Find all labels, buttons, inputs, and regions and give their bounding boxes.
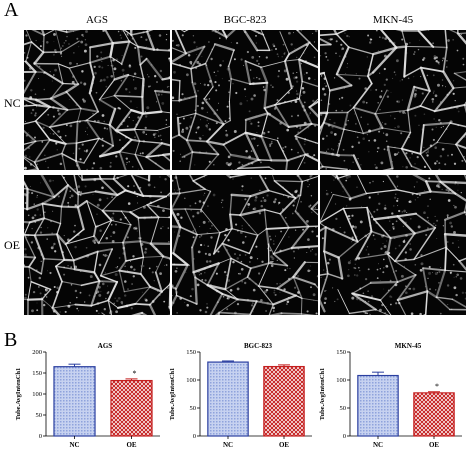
x-tick-label: OE xyxy=(126,441,136,449)
significance-marker: * xyxy=(133,369,137,378)
y-tick-label: 0 xyxy=(193,433,196,440)
micrograph-bgc-823-nc xyxy=(172,30,318,170)
y-tick-label: 100 xyxy=(336,377,346,384)
column-label-ags: AGS xyxy=(85,14,108,26)
y-tick-label: 0 xyxy=(343,433,346,440)
x-tick-label: NC xyxy=(373,441,383,449)
micrograph-ags-oe xyxy=(24,175,170,315)
chart-mkn-45: MKN-45 Tube.AvgIntenCh1 0 50 100 150 NC * OE xyxy=(319,342,462,449)
y-tick-label: 100 xyxy=(32,391,42,398)
column-label-bgc-823: BGC-823 xyxy=(223,14,267,26)
row-label-oe: OE xyxy=(4,238,20,252)
micrograph-mkn-45-nc xyxy=(320,30,466,170)
y-axis-label: Tube.AvgIntenCh1 xyxy=(15,368,22,421)
chart-title: BGC-823 xyxy=(244,342,273,350)
y-tick-label: 50 xyxy=(190,405,197,412)
y-tick-label: 150 xyxy=(336,349,346,356)
x-tick-label: NC xyxy=(69,441,79,449)
chart-title: MKN-45 xyxy=(395,342,422,350)
bar-oe xyxy=(263,365,305,437)
bar-charts: AGSTube.AvgIntenCh1050100150200NC*OEBGC-… xyxy=(15,342,462,449)
bar-oe xyxy=(413,392,455,437)
y-tick-label: 200 xyxy=(32,349,42,356)
chart-title: AGS xyxy=(98,342,113,350)
x-tick-label: NC xyxy=(223,441,233,449)
y-tick-label: 150 xyxy=(186,349,196,356)
y-tick-label: 150 xyxy=(32,370,42,377)
bar-oe xyxy=(110,379,153,437)
bar-nc xyxy=(53,366,96,437)
y-axis-label: Tube.AvgIntenCh1 xyxy=(319,368,326,421)
chart-ags: AGS Tube.AvgIntenCh1 0 50 100 150 200 NC * OE xyxy=(15,342,160,449)
bar-nc xyxy=(207,361,249,437)
y-tick-label: 50 xyxy=(340,405,347,412)
column-label-mkn-45: MKN-45 xyxy=(372,14,414,26)
micrograph-bgc-823-oe xyxy=(172,175,318,315)
row-label-nc: NC xyxy=(4,96,21,110)
y-tick-label: 0 xyxy=(39,433,42,440)
panel-b-letter: B xyxy=(4,329,18,351)
panel-a-letter: A xyxy=(4,0,19,21)
x-tick-label: OE xyxy=(429,441,439,449)
micrograph-mkn-45-oe xyxy=(320,175,466,315)
micrograph-ags-nc xyxy=(24,30,170,170)
significance-marker: * xyxy=(435,382,439,391)
y-tick-label: 50 xyxy=(36,412,43,419)
x-tick-label: OE xyxy=(279,441,289,449)
bar-nc xyxy=(357,374,399,437)
chart-bgc-823: BGC-823 Tube.AvgIntenCh1 0 50 100 150 NC OE xyxy=(169,342,312,449)
y-axis-label: Tube.AvgIntenCh1 xyxy=(169,368,176,421)
y-tick-label: 100 xyxy=(186,377,196,384)
